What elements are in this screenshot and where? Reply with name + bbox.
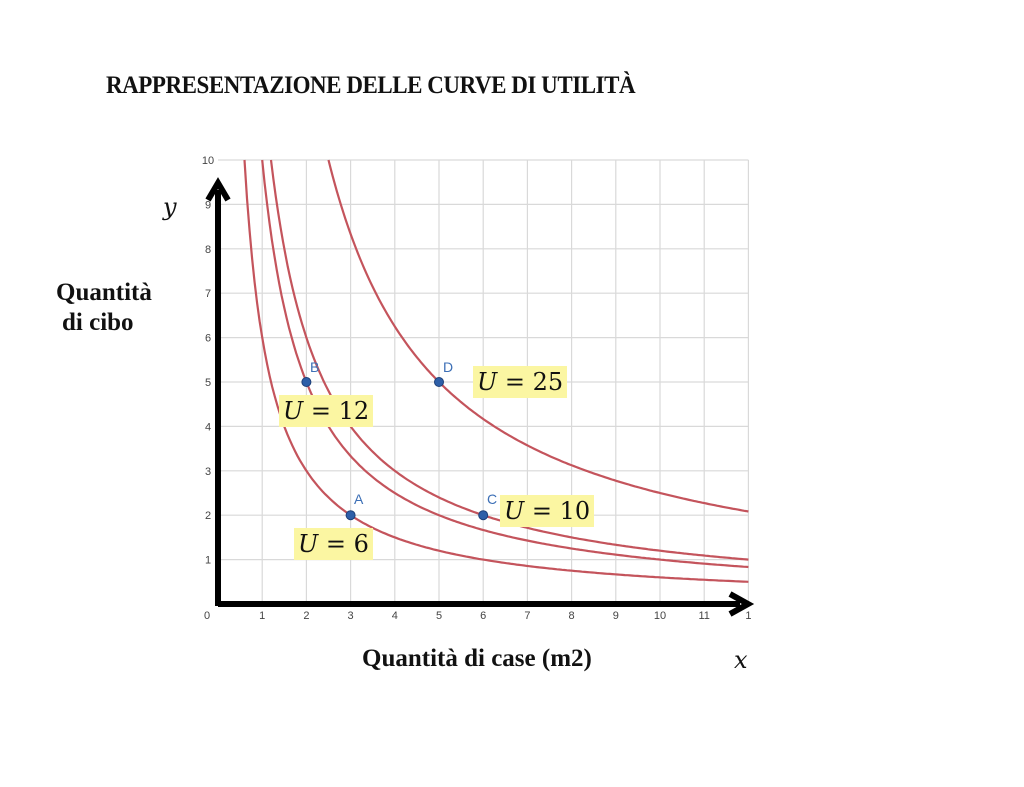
y-axis-label: Quantità di cibo [56, 278, 152, 338]
point-c [478, 510, 489, 521]
data-points [301, 377, 489, 521]
y-tick-label: 9 [205, 199, 211, 211]
curve-u10 [261, 159, 749, 569]
u-value: = 6 [318, 530, 369, 558]
x-axis-arrow-icon [728, 591, 755, 617]
point-label-d: D [443, 359, 454, 375]
annotation-u6: U = 6 [294, 528, 373, 560]
point-label-c: C [487, 491, 498, 507]
y-tick-label: 4 [205, 421, 211, 433]
point-d [434, 377, 444, 387]
y-tick-label: 10 [202, 155, 214, 167]
u-symbol: U [283, 397, 304, 425]
x-tick-label: 9 [613, 610, 619, 622]
x-tick-label: 1 [259, 610, 265, 622]
x-axis-label: Quantità di case (m2) [362, 645, 592, 672]
u-symbol: U [504, 497, 525, 525]
point-a [345, 510, 356, 521]
x-tick-label: 2 [303, 610, 309, 622]
chart-title: RAPPRESENTAZIONE DELLE CURVE DI UTILITÀ [106, 72, 636, 99]
x-tick-label: 3 [348, 610, 354, 622]
x-tick-label: 10 [654, 610, 666, 622]
curve-u25 [327, 159, 749, 513]
x-tick-label: 7 [524, 610, 530, 622]
y-axis-arrow-icon [205, 177, 231, 202]
y-tick-label: 6 [205, 333, 211, 345]
y-tick-label: 7 [205, 288, 211, 300]
y-tick-label: 5 [205, 377, 211, 389]
x-variable-label: x [734, 646, 748, 674]
annotation-u25: U = 25 [473, 366, 568, 398]
y-axis-label-line2: di cibo [62, 309, 134, 336]
annotation-u12: U = 12 [279, 395, 374, 427]
x-tick-label: 6 [480, 610, 486, 622]
x-tick-label: 8 [569, 610, 575, 622]
y-variable-label: y [163, 193, 177, 221]
u-symbol: U [298, 530, 319, 558]
y-axis-label-line1: Quantità [56, 279, 152, 306]
x-tick-label: 11 [698, 610, 709, 622]
point-b [301, 377, 312, 387]
point-label-b: B [310, 359, 320, 375]
axes [205, 177, 755, 617]
annotation-u10: U = 10 [500, 495, 595, 527]
u-value: = 10 [524, 497, 591, 525]
y-tick-label: 3 [205, 466, 211, 478]
y-tick-label: 1 [205, 555, 211, 567]
u-value: = 25 [497, 368, 564, 396]
x-tick-label: 5 [436, 610, 442, 622]
u-symbol: U [477, 368, 498, 396]
x-tick-label: 1 [745, 610, 751, 622]
point-label-a: A [354, 491, 364, 507]
x-tick-label: 4 [392, 610, 398, 622]
curve-u6 [243, 159, 749, 583]
y-tick-label: 8 [205, 244, 211, 256]
y-tick-label: 2 [205, 510, 211, 522]
u-value: = 12 [303, 397, 370, 425]
x-tick-label: 0 [204, 610, 210, 622]
